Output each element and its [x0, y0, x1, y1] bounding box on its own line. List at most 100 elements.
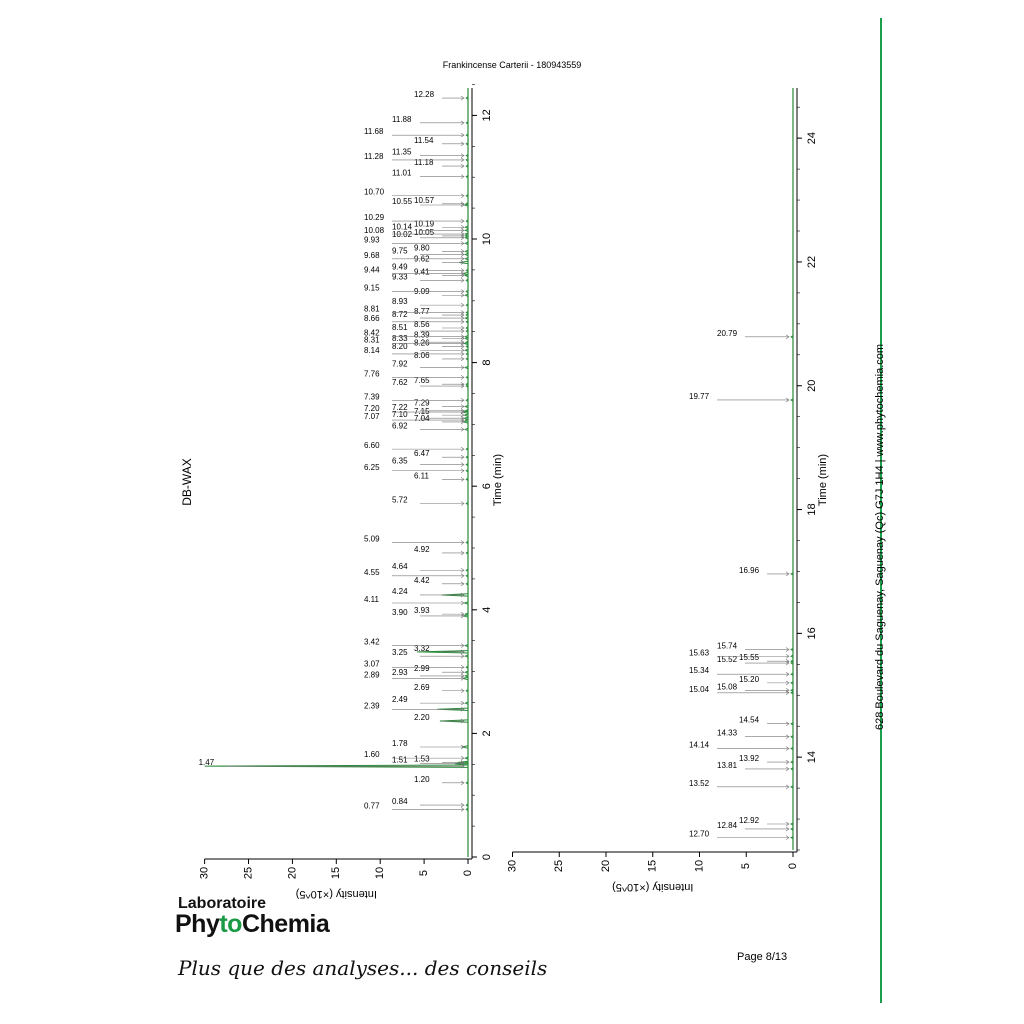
chromatogram-peak: [790, 767, 794, 771]
peak-label: 1.53: [414, 754, 430, 763]
peak-label: 4.24: [392, 587, 408, 596]
peak-label: 3.25: [392, 648, 408, 657]
peak-arrow: [460, 273, 465, 278]
peak-arrow: [460, 271, 465, 276]
peak-arrow: [785, 721, 790, 726]
peak-arrow: [460, 419, 465, 425]
peak-arrow: [460, 477, 465, 482]
peak-arrow: [460, 550, 465, 556]
time-tick-label: 18: [806, 503, 818, 515]
chromatogram-peak: [465, 310, 469, 315]
chromatogram-peak: [465, 268, 469, 273]
peak-arrow: [460, 153, 465, 158]
peak-arrow: [785, 680, 790, 686]
chromatogram-peak: [790, 691, 794, 695]
intensity-tick-label: 0: [787, 863, 799, 869]
chromatogram-peak: [464, 241, 469, 245]
peak-arrow: [785, 734, 790, 739]
peak-label: 8.20: [392, 342, 408, 351]
peak-label: 8.06: [414, 351, 430, 360]
peak-label: 10.55: [392, 197, 413, 206]
peak-label: 1.51: [392, 756, 408, 765]
peak-label: 5.72: [392, 496, 408, 505]
peak-arrow: [460, 233, 465, 239]
peak-arrow: [785, 759, 790, 765]
chromatogram-peak: [465, 289, 469, 294]
peak-label: 8.93: [392, 297, 408, 306]
peak-label: 3.42: [364, 638, 380, 647]
chromatogram-peak: [465, 313, 469, 317]
peak-arrow: [785, 647, 790, 652]
chromatogram-peak: [790, 735, 794, 739]
chromatogram-peak: [465, 133, 469, 137]
peak-label: 9.75: [392, 246, 408, 255]
chromatogram-peak: [790, 688, 794, 692]
peak-arrow: [785, 571, 790, 577]
time-tick-label: 4: [481, 607, 493, 613]
peak-arrow: [460, 235, 465, 241]
chromatogram-peak: [464, 257, 469, 261]
peak-arrow: [460, 755, 465, 761]
chromatogram-peak: [464, 334, 469, 339]
chromatogram-peak: [465, 582, 469, 586]
peak-arrow: [460, 412, 465, 418]
time-tick-label: 2: [481, 730, 493, 736]
intensity-tick-label: 0: [462, 870, 474, 876]
peak-label: 8.14: [364, 346, 380, 355]
peak-label: 11.18: [414, 158, 434, 167]
green-divider-line: [880, 18, 882, 1003]
peak-label: 4.11: [364, 595, 380, 604]
time-tick-label: 0: [481, 854, 493, 860]
chromatogram-peak: [464, 612, 469, 616]
peak-label: 13.52: [689, 779, 710, 788]
peak-label: 1.47: [199, 758, 215, 767]
peak-arrow: [785, 658, 790, 664]
peak-arrow: [460, 718, 465, 724]
peak-label: 0.84: [392, 797, 408, 806]
peak-label: 2.99: [414, 664, 430, 673]
peak-label: 10.29: [364, 213, 385, 222]
intensity-axis-title: Intensity (×10^5): [612, 881, 693, 893]
peak-label: 7.92: [392, 360, 408, 369]
peak-arrow: [460, 398, 465, 403]
peak-arrow: [460, 383, 465, 389]
chromatogram-peak: [790, 335, 794, 339]
chromatogram-peak: [465, 398, 469, 402]
intensity-tick-label: 10: [374, 867, 386, 879]
peak-label: 7.76: [364, 369, 380, 378]
chromatogram-peak: [464, 228, 469, 233]
peak-label: 9.80: [414, 243, 430, 252]
chromatogram-peak: [464, 756, 469, 760]
chromatogram-peak: [464, 404, 469, 409]
time-tick-label: 12: [481, 109, 493, 121]
peak-label: 9.93: [364, 235, 380, 244]
peak-arrow: [460, 427, 465, 432]
chromatogram-peak: [417, 650, 469, 654]
peak-arrow: [785, 821, 790, 827]
peak-label: 6.35: [392, 457, 408, 466]
logo-part-1: Phy: [175, 910, 220, 938]
peak-label: 4.42: [414, 576, 430, 585]
peak-label: 15.63: [689, 648, 710, 657]
chromatogram-peak: [465, 469, 469, 473]
chromatogram-peak: [790, 659, 794, 663]
peak-label: 8.51: [392, 323, 408, 332]
peak-arrow: [785, 654, 790, 659]
logo-part-2: to: [219, 910, 242, 938]
peak-label: 15.52: [717, 655, 738, 664]
peak-label: 2.89: [364, 670, 380, 679]
peak-label: 9.44: [364, 266, 380, 275]
peak-arrow: [785, 688, 790, 693]
peak-label: 11.28: [364, 152, 384, 161]
peak-arrow: [460, 228, 465, 233]
peak-label: 8.39: [414, 330, 430, 339]
chromatogram-peak: [464, 316, 469, 320]
chromatogram-peak: [465, 326, 469, 330]
time-tick-label: 6: [481, 483, 493, 489]
logo-part-3: Chemia: [241, 910, 330, 938]
peak-label: 6.92: [392, 421, 408, 430]
peak-label: 11.68: [364, 127, 384, 136]
peak-label: 10.57: [414, 196, 435, 205]
peak-arrow: [460, 225, 465, 230]
